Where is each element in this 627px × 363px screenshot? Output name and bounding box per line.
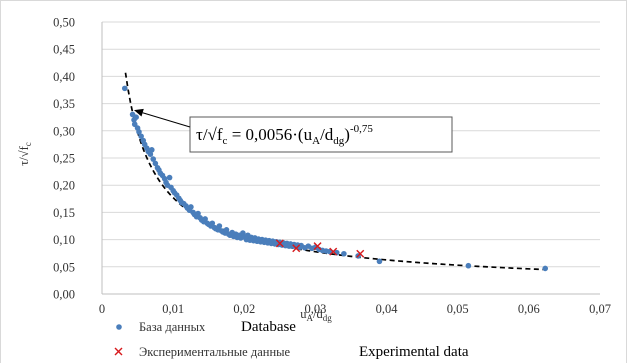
data-point-database (138, 133, 144, 140)
x-axis-label: uA/ddg (300, 307, 332, 323)
data-point-database (136, 129, 142, 135)
x-tick-label: 0,04 (376, 302, 399, 316)
equation-text: τ/√fc = 0,0056·(uA/ddg)-0,75 (196, 123, 373, 147)
legend-label-ru-experimental: Экспериментальные данные (139, 345, 291, 359)
data-point-database (149, 147, 155, 153)
y-tick-label: 0,10 (53, 233, 75, 247)
data-point-experimental (313, 242, 322, 251)
grid-lines (102, 21, 600, 268)
data-point-database (341, 250, 347, 257)
y-tick-label: 0,05 (53, 260, 75, 274)
y-tick-label: 0,40 (53, 70, 75, 84)
data-point-database (209, 220, 216, 227)
database-series (121, 85, 549, 272)
data-point-database (202, 216, 208, 222)
axes (101, 22, 600, 295)
x-tick-label: 0,01 (162, 302, 184, 316)
y-axis-label: τ/√fc (17, 142, 33, 166)
legend-label-en-database: Database (241, 319, 296, 335)
data-point-database (133, 114, 139, 120)
data-point-database (166, 174, 173, 181)
data-point-database (131, 121, 138, 128)
experimental-series (275, 239, 365, 258)
x-tick-label: 0,03 (304, 302, 326, 316)
legend-marker-experimental (114, 347, 123, 356)
x-tick-label: 0,05 (447, 302, 469, 316)
data-point-experimental (329, 247, 338, 256)
data-point-database (542, 265, 549, 272)
data-point-database (150, 156, 157, 162)
data-point-experimental (275, 239, 284, 248)
y-tick-label: 0,50 (53, 16, 75, 30)
data-point-experimental (292, 244, 301, 253)
data-point-database (465, 262, 472, 269)
legend-item-experimental: Экспериментальные данные Experimental da… (114, 344, 469, 360)
annotation-arrowhead (134, 108, 144, 117)
data-point-experimental (356, 249, 365, 258)
data-point-database (195, 210, 201, 217)
data-point-database (376, 258, 383, 265)
x-tick-label: 0,06 (518, 302, 540, 316)
legend-label-ru-database: База данных (139, 320, 206, 334)
legend-item-database: База данных Database (116, 319, 296, 335)
y-tick-label: 0,00 (53, 288, 75, 302)
data-point-database (152, 160, 159, 167)
x-tick-label: 0 (99, 302, 105, 316)
legend: База данных Database Экспериментальные д… (114, 319, 469, 360)
x-tick-label: 0,02 (233, 302, 255, 316)
data-point-database (188, 204, 194, 210)
y-tick-label: 0,15 (53, 206, 75, 220)
data-point-database (147, 151, 154, 157)
x-tick-label: 0,07 (589, 302, 611, 316)
data-point-database (216, 223, 223, 229)
y-tick-labels: 0,00 0,05 0,10 0,15 0,20 0,25 0,30 0,35 0,40 0,45… (53, 16, 75, 302)
equation-annotation: τ/√fc = 0,0056·(uA/ddg)-0,75 (134, 108, 453, 153)
y-tick-label: 0,20 (53, 179, 75, 193)
data-point-database (121, 85, 128, 92)
y-tick-label: 0,45 (53, 43, 75, 57)
x-tick-labels: 0 0,01 0,02 0,03 0,04 0,05 0,06 0,07 (99, 302, 611, 316)
equation-box (189, 116, 453, 153)
legend-label-en-experimental: Experimental data (359, 344, 469, 360)
y-tick-label: 0,25 (53, 152, 75, 166)
y-tick-label: 0,30 (53, 124, 75, 138)
data-point-database (223, 227, 230, 233)
annotation-arrow (142, 112, 191, 128)
y-tick-label: 0,35 (53, 97, 75, 111)
legend-marker-database (116, 324, 122, 330)
